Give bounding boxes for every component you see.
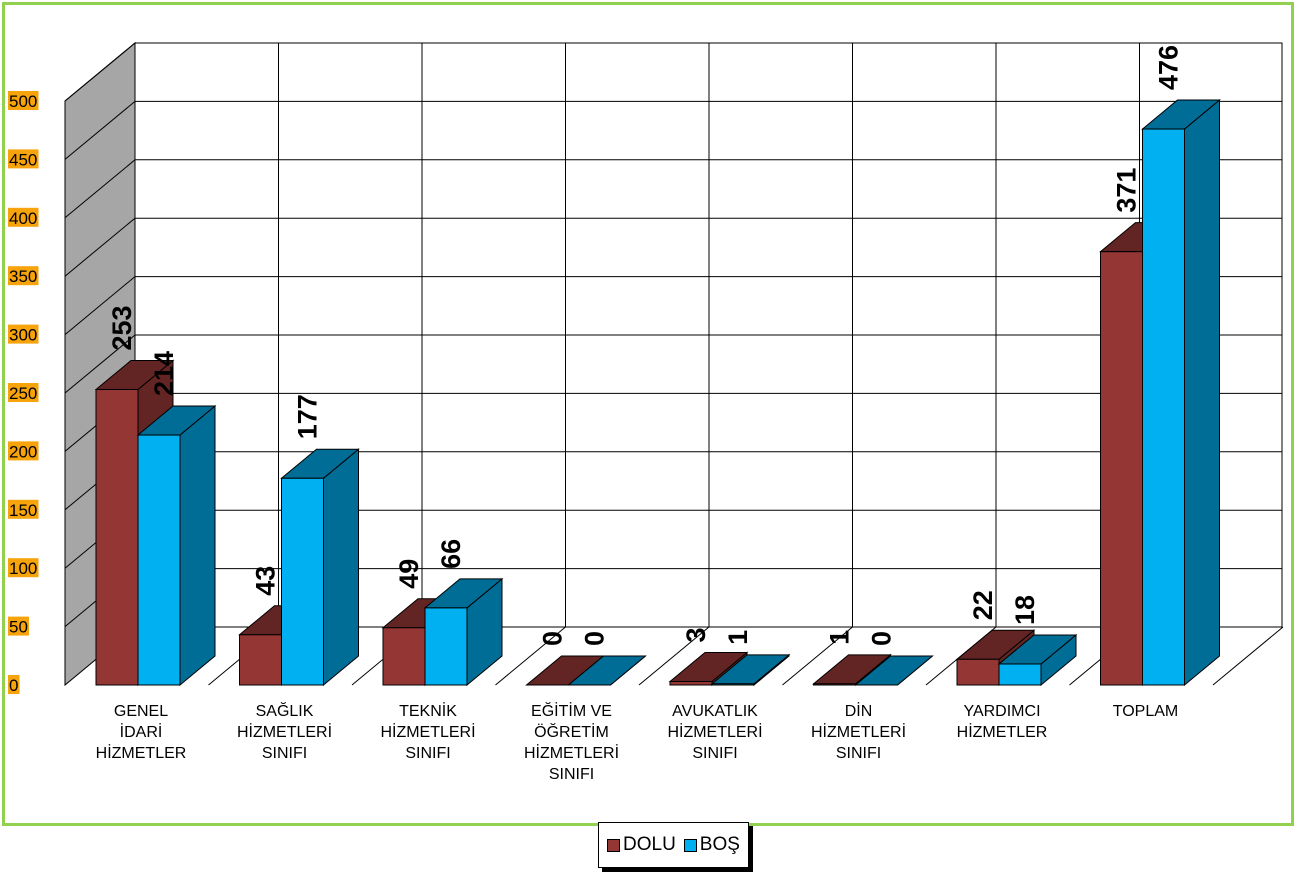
bar-DOLU-6	[956, 658, 1000, 686]
gridline-wall	[64, 159, 136, 219]
category-label: SINIFI	[692, 745, 737, 762]
y-tick-label: 200	[9, 442, 37, 461]
category-label: SINIFI	[836, 745, 881, 762]
category-label: HİZMETLERİ	[667, 722, 762, 741]
bar-BOŞ-7	[1142, 128, 1185, 686]
category-label: ÖĞRETİM	[534, 722, 609, 741]
category-label: HİZMETLERİ	[524, 743, 619, 762]
gridline-wall	[64, 276, 136, 335]
bar-BOŞ-0	[137, 434, 181, 686]
value-label-BOŞ-1: 177	[293, 394, 323, 439]
legend-item-bos: BOŞ	[683, 834, 740, 856]
legend-label-dolu: DOLU	[623, 834, 676, 855]
category-label: HİZMETLER	[96, 743, 187, 762]
y-tick-label: 100	[9, 559, 37, 578]
value-label-BOŞ-7: 476	[1154, 45, 1184, 90]
y-tick-bg	[8, 441, 39, 461]
category-label: HİZMETLER	[957, 722, 1048, 741]
y-tick-bg	[8, 149, 39, 169]
y-tick-label: 150	[9, 501, 37, 520]
legend-swatch-bos	[683, 838, 697, 852]
category-label: DİN	[845, 701, 873, 720]
y-tick-label: 400	[9, 209, 37, 228]
value-label-DOLU-0: 253	[107, 305, 137, 350]
value-label-BOŞ-0: 214	[149, 351, 179, 396]
bar-BOŞ-6	[998, 663, 1042, 686]
category-label: HİZMETLERİ	[380, 722, 475, 741]
y-tick-bg	[8, 91, 39, 110]
category-label: YARDIMCI	[963, 703, 1040, 720]
category-label: GENEL	[114, 703, 168, 720]
bar-DOLU-4	[669, 680, 713, 686]
y-tick-bg	[8, 383, 39, 402]
floor-line	[638, 626, 710, 686]
bar-DOLU-1	[239, 634, 282, 686]
y-tick-label: 0	[9, 676, 18, 695]
bar-top-BOŞ-3	[567, 655, 647, 686]
value-label-DOLU-1: 43	[251, 566, 281, 596]
value-label-DOLU-6: 22	[968, 590, 998, 620]
bar-BOŞ-1	[281, 477, 324, 686]
bar-top-BOŞ-5	[854, 655, 934, 686]
legend: DOLU BOŞ	[598, 822, 749, 868]
category-label: SINIFI	[405, 745, 450, 762]
value-label-DOLU-7: 371	[1112, 168, 1142, 213]
y-tick-label: 450	[9, 150, 37, 169]
bar-DOLU-5	[813, 683, 856, 686]
category-label: SINIFI	[549, 766, 594, 783]
value-label-DOLU-5: 1	[825, 630, 855, 645]
floor-line	[495, 626, 566, 686]
value-label-DOLU-3: 0	[538, 631, 568, 646]
bar-DOLU-2	[382, 627, 426, 686]
value-label-BOŞ-2: 66	[436, 539, 466, 569]
bar-DOLU-7	[1100, 251, 1143, 686]
gridline-wall	[64, 101, 136, 160]
y-tick-bg	[8, 266, 39, 286]
y-tick-bg	[8, 558, 39, 578]
y-tick-bg	[8, 499, 39, 519]
value-label-BOŞ-5: 0	[867, 631, 897, 646]
legend-item-dolu: DOLU	[607, 834, 676, 856]
category-label: TOPLAM	[1113, 703, 1179, 720]
category-label: SAĞLIK	[256, 701, 314, 720]
value-label-BOŞ-6: 18	[1010, 595, 1040, 625]
value-label-DOLU-2: 49	[394, 559, 424, 589]
bar-BOŞ-4	[711, 683, 755, 686]
category-label: HİZMETLERİ	[237, 722, 332, 741]
y-tick-label: 250	[9, 384, 37, 403]
y-tick-label: 350	[9, 267, 37, 286]
legend-swatch-dolu	[607, 838, 620, 852]
gridline-wall	[64, 42, 136, 102]
floor-line	[1212, 626, 1284, 686]
gridline-wall	[64, 217, 136, 277]
value-label-BOŞ-3: 0	[580, 631, 610, 646]
y-tick-bg	[8, 207, 39, 227]
y-tick-label: 500	[9, 92, 37, 111]
gridline-wall	[64, 334, 136, 394]
y-tick-label: 50	[9, 618, 28, 637]
y-tick-bg	[8, 616, 29, 636]
category-label: SINIFI	[262, 745, 307, 762]
bar-side-BOŞ-0	[179, 404, 216, 687]
y-tick-label: 300	[9, 326, 37, 345]
bar-BOŞ-2	[424, 607, 468, 686]
bar-DOLU-0	[95, 388, 139, 686]
category-label: AVUKATLIK	[672, 703, 758, 720]
category-label: HİZMETLERİ	[811, 722, 906, 741]
y-tick-bg	[8, 324, 39, 344]
floor-line	[782, 626, 853, 686]
category-label: İDARİ	[120, 722, 163, 741]
value-label-BOŞ-4: 1	[723, 630, 753, 645]
y-tick-bg	[8, 675, 20, 694]
legend-label-bos: BOŞ	[699, 834, 740, 855]
value-label-DOLU-4: 3	[681, 627, 711, 642]
bar-side-BOŞ-7	[1184, 98, 1220, 687]
category-label: EĞİTİM VE	[531, 701, 612, 720]
bar-side-BOŞ-1	[323, 448, 359, 687]
category-label: TEKNİK	[399, 701, 457, 720]
